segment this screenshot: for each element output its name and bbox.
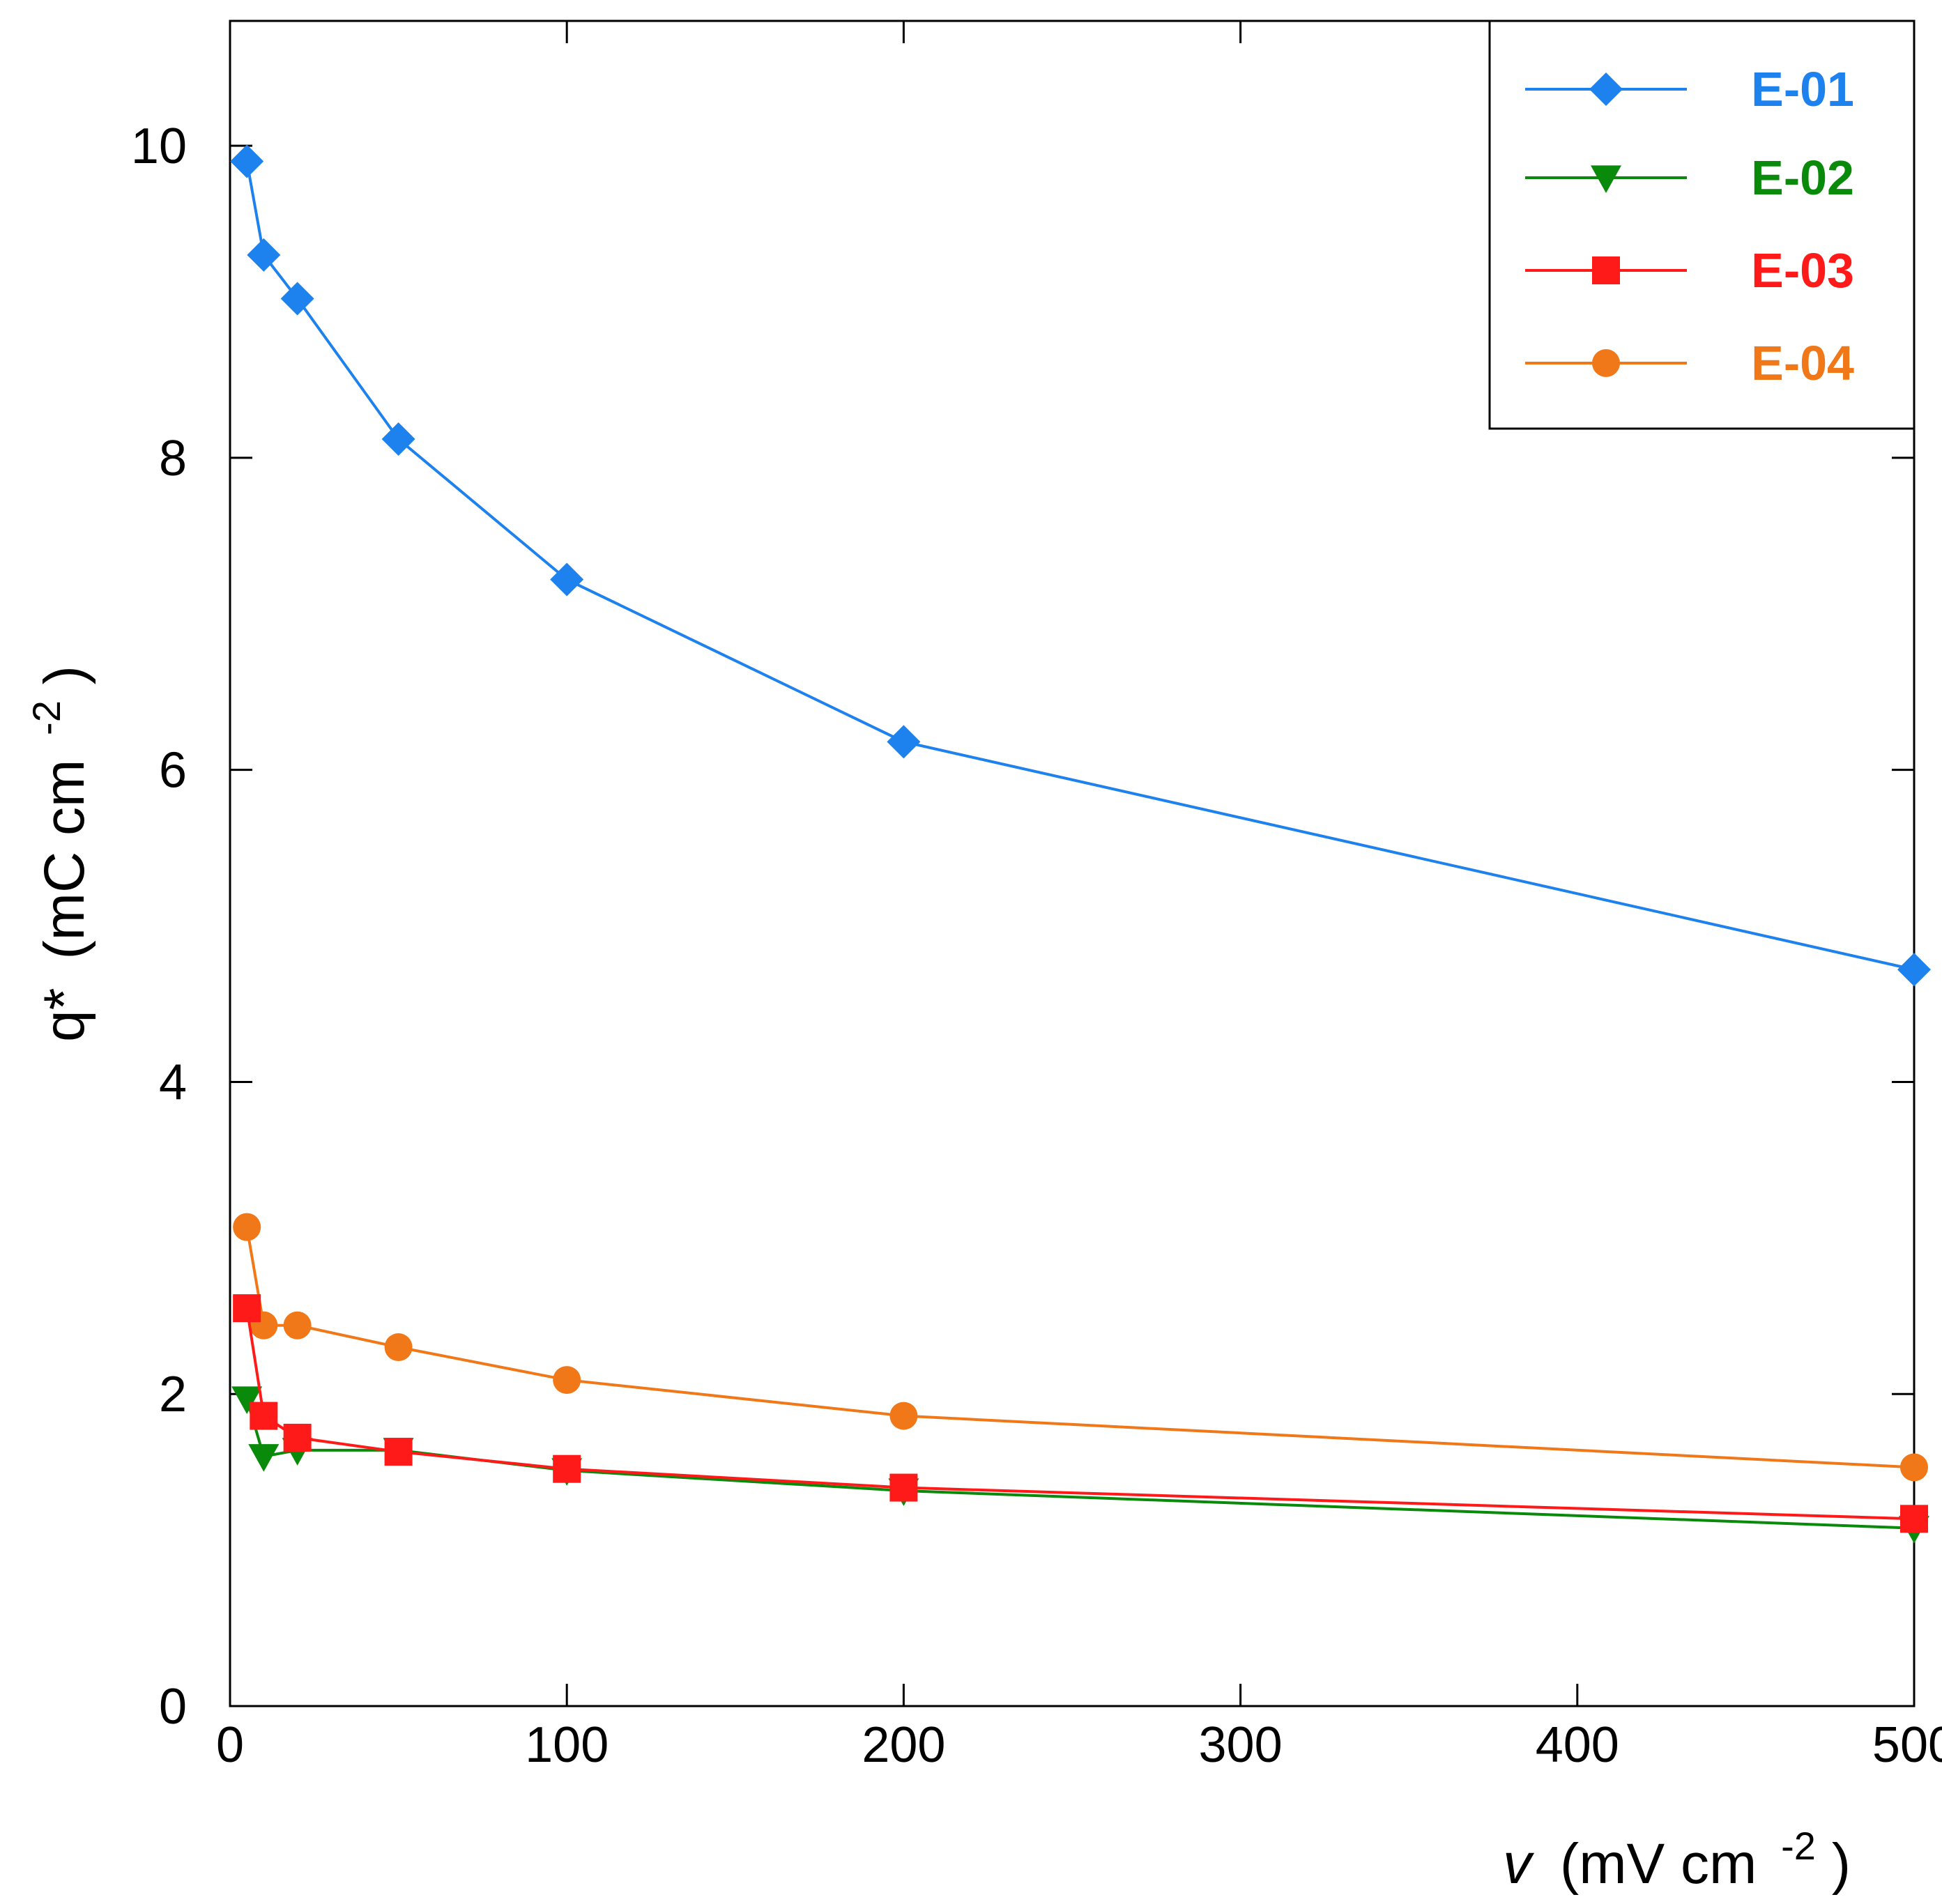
x-axis-close: ) <box>1832 1832 1851 1896</box>
axis-ticks: 0 100 200 300 400 500 0 2 4 6 8 10 <box>131 21 1942 1773</box>
data-point <box>250 1402 278 1430</box>
x-tick-label: 100 <box>525 1717 609 1773</box>
x-tick-label: 300 <box>1199 1717 1283 1773</box>
x-axis-unit: (mV cm <box>1560 1832 1757 1896</box>
data-point <box>283 1311 312 1339</box>
y-axis-title: q* (mC cm -2 ) <box>9 666 96 1042</box>
data-point <box>550 562 584 597</box>
data-point <box>384 1438 413 1466</box>
series-layer <box>230 144 1931 1544</box>
series-line <box>245 1227 1915 1469</box>
data-point <box>1897 953 1931 987</box>
data-point <box>230 144 264 178</box>
y-tick-label: 0 <box>159 1679 187 1735</box>
data-point <box>1900 1453 1928 1482</box>
legend-entry-e-03: E-03 <box>1525 243 1854 298</box>
legend-entry-e-04: E-04 <box>1525 336 1854 390</box>
data-point <box>247 238 281 272</box>
x-tick-label: 200 <box>862 1717 945 1773</box>
x-axis-var: v <box>1503 1832 1534 1896</box>
data-point <box>384 1333 413 1362</box>
plot-frame <box>229 20 1916 1707</box>
legend-entry-e-01: E-01 <box>1525 62 1854 116</box>
series-e-03 <box>233 1294 1928 1533</box>
legend-marker <box>1591 165 1621 193</box>
legend: E-01 E-02 E-03 E-04 <box>1488 20 1916 430</box>
y-tick-label: 2 <box>159 1367 187 1422</box>
series-e-02 <box>231 1386 1929 1544</box>
data-point <box>887 725 921 759</box>
y-axis-close: ) <box>33 666 96 684</box>
legend-marker <box>1589 72 1623 106</box>
legend-label: E-01 <box>1751 62 1854 116</box>
data-point <box>280 282 314 316</box>
legend-entry-e-02: E-02 <box>1525 151 1854 205</box>
legend-label: E-03 <box>1751 243 1854 298</box>
legend-marker <box>1592 349 1620 377</box>
series-e-01 <box>230 144 1931 987</box>
data-point <box>283 1423 312 1452</box>
data-point <box>553 1454 581 1483</box>
y-tick-label: 10 <box>131 118 187 174</box>
data-point <box>1900 1505 1928 1533</box>
legend-label: E-02 <box>1751 151 1854 205</box>
data-point <box>233 1294 261 1323</box>
x-tick-label: 500 <box>1872 1717 1942 1773</box>
series-line <box>245 1307 1915 1521</box>
x-axis-exponent: -2 <box>1781 1824 1816 1868</box>
y-tick-label: 4 <box>159 1054 187 1110</box>
data-point <box>231 1386 263 1414</box>
y-tick-label: 6 <box>159 743 187 799</box>
y-axis-var: q* <box>33 988 96 1042</box>
data-point <box>381 422 415 456</box>
x-tick-label: 0 <box>216 1717 244 1773</box>
data-point <box>233 1213 261 1241</box>
series-line <box>245 1398 1915 1530</box>
series-e-04 <box>233 1213 1928 1482</box>
x-axis-title: v (mV cm -2 ) <box>1503 1809 1851 1896</box>
data-point <box>553 1366 581 1395</box>
y-tick-label: 8 <box>159 431 187 486</box>
legend-label: E-04 <box>1751 336 1854 390</box>
y-axis-unit: (mC cm <box>33 760 96 960</box>
data-point <box>889 1402 918 1430</box>
x-tick-label: 400 <box>1536 1717 1619 1773</box>
y-axis-exponent: -2 <box>24 700 68 735</box>
data-point <box>889 1473 918 1502</box>
data-point <box>248 1444 280 1472</box>
legend-marker <box>1592 256 1620 284</box>
